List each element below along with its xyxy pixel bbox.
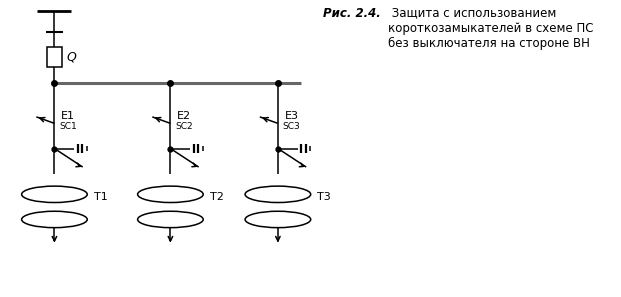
Text: E1: E1: [61, 111, 75, 121]
Text: E3: E3: [284, 111, 299, 121]
Text: T1: T1: [94, 192, 108, 202]
Text: SC2: SC2: [175, 122, 193, 131]
Text: T2: T2: [210, 192, 224, 202]
Text: T3: T3: [317, 192, 331, 202]
Text: SC1: SC1: [59, 122, 77, 131]
Text: Рис. 2.4.: Рис. 2.4.: [323, 7, 381, 20]
Text: E2: E2: [177, 111, 191, 121]
Text: Защита с использованием
короткозамыкателей в схеме ПС
без выключателя на стороне: Защита с использованием короткозамыкател…: [388, 7, 594, 50]
Text: $Q$: $Q$: [66, 50, 78, 64]
Text: SC3: SC3: [283, 122, 300, 131]
Bar: [47, 47, 61, 67]
